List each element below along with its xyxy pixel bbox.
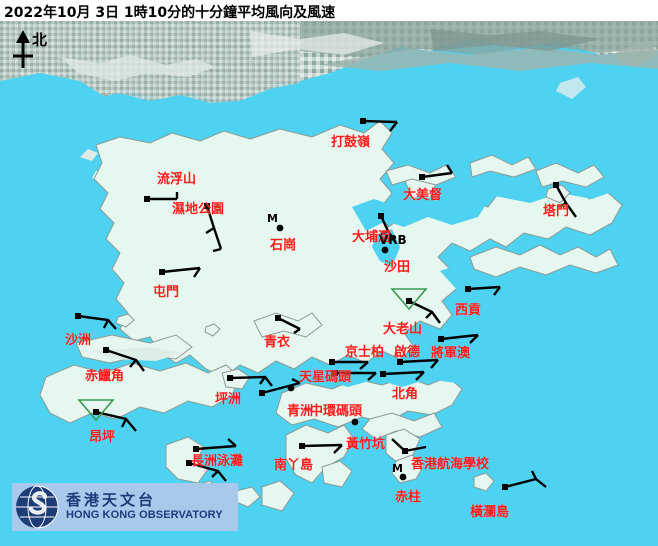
station-label: 沙田 (384, 260, 411, 275)
station-label: 西貢 (455, 303, 482, 318)
hko-name-english: HONG KONG OBSERVATORY (66, 509, 223, 521)
station-label: 昂坪 (89, 430, 116, 445)
station-label: 大美督 (403, 188, 443, 203)
station-label: 南丫島 (274, 458, 314, 473)
station-label: 天星碼頭 (299, 370, 352, 385)
title-bar: 2022年10月 3日 1時10分的十分鐘平均風向及風速 (0, 0, 658, 21)
variable-wind-label: VRB (379, 233, 407, 247)
station-label: 沙洲 (65, 333, 92, 348)
mountain-station-marker: M (392, 462, 403, 475)
station-label: 流浮山 (157, 172, 197, 187)
station-label: 中環碼頭 (310, 404, 363, 419)
station-label: 北角 (392, 387, 419, 402)
station-label: 青洲 (287, 404, 314, 419)
station-label: 坪洲 (215, 392, 242, 407)
station-label: 塔門 (543, 204, 570, 219)
mountain-station-marker: M (267, 212, 278, 225)
station-label: 香港航海學校 (411, 457, 490, 472)
hko-globe-icon (14, 484, 60, 530)
north-label: 北 (32, 31, 48, 49)
station-label: 打鼓嶺 (331, 135, 371, 150)
station-label: 石崗 (270, 238, 297, 253)
station-label: 青衣 (264, 335, 291, 350)
map-canvas[interactable]: 北 打鼓嶺流浮山濕地公園石崗 M 大美督塔門大埔滘沙田 VRB 屯門西貢大老山沙洲 青衣京… (0, 21, 658, 546)
station-label: 屯門 (153, 285, 180, 300)
station-label: 大老山 (383, 322, 423, 337)
station-label: 京士柏 (345, 345, 385, 360)
page-title: 2022年10月 3日 1時10分的十分鐘平均風向及風速 (4, 5, 336, 21)
elevation-station-markers (77, 288, 428, 422)
station-markers (75, 118, 559, 490)
station-label: 將軍澳 (431, 346, 471, 361)
wind-barbs (77, 119, 577, 489)
station-label: 長洲泳灘 (191, 454, 244, 469)
hko-name-chinese: 香港天文台 (66, 491, 157, 509)
hko-logo: 香港天文台 HONG KONG OBSERVATORY (12, 483, 238, 531)
map-geography (0, 21, 658, 546)
station-label: 啟德 (394, 345, 421, 360)
north-arrow-icon: 北 (6, 26, 66, 76)
station-label: 黃竹坑 (346, 437, 386, 452)
station-label: 濕地公園 (172, 202, 225, 217)
station-label: 橫瀾島 (470, 505, 510, 520)
station-label: 赤柱 (395, 490, 422, 505)
station-label: 赤鱲角 (85, 369, 125, 384)
station-label: 大埔滘 (352, 230, 392, 245)
